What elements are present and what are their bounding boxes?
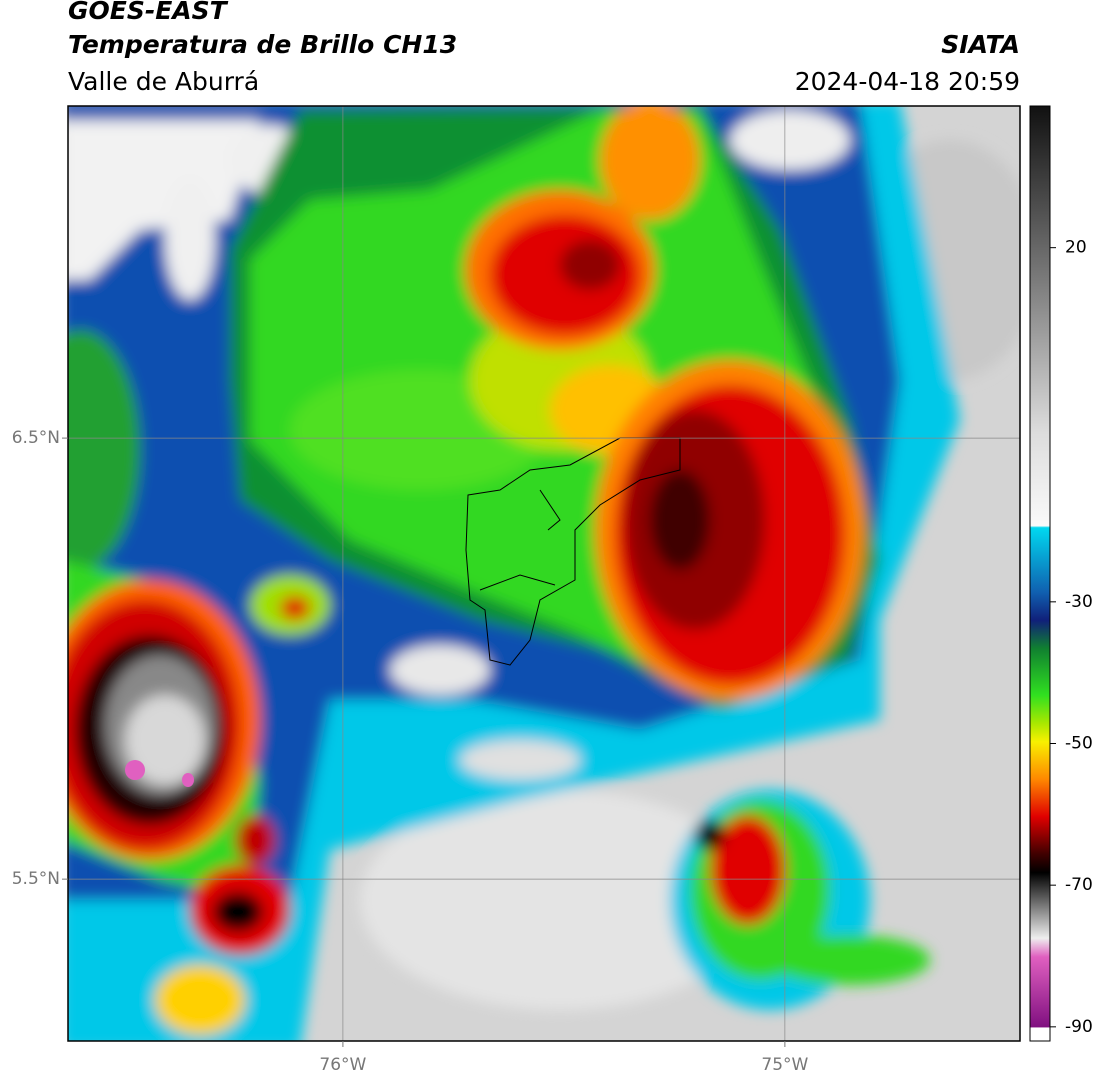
y-tick-label: 5.5°N — [12, 869, 60, 889]
x-tick-label: 75°W — [761, 1055, 808, 1075]
graticule — [68, 106, 1020, 1041]
map-frame — [67, 105, 1021, 1042]
colorbar-tick-label: -50 — [1065, 734, 1093, 754]
subtitle: Temperatura de Brillo CH13 — [68, 30, 457, 59]
basin-outline — [465, 437, 681, 666]
x-tick-label: 76°W — [319, 1055, 366, 1075]
colorbar — [1029, 105, 1051, 1042]
colorbar-tick-label: -70 — [1065, 875, 1093, 895]
source: SIATA — [941, 30, 1020, 59]
title: GOES-EAST — [68, 0, 229, 25]
satellite-field — [68, 106, 1020, 1041]
colorbar-tick-label: 20 — [1065, 238, 1087, 258]
colorbar-tick-label: -90 — [1065, 1017, 1093, 1037]
datetime: 2024-04-18 20:59 — [795, 67, 1020, 96]
colorbar-tick-label: -30 — [1065, 592, 1093, 612]
y-tick-label: 6.5°N — [12, 428, 60, 448]
region: Valle de Aburrá — [68, 67, 259, 96]
